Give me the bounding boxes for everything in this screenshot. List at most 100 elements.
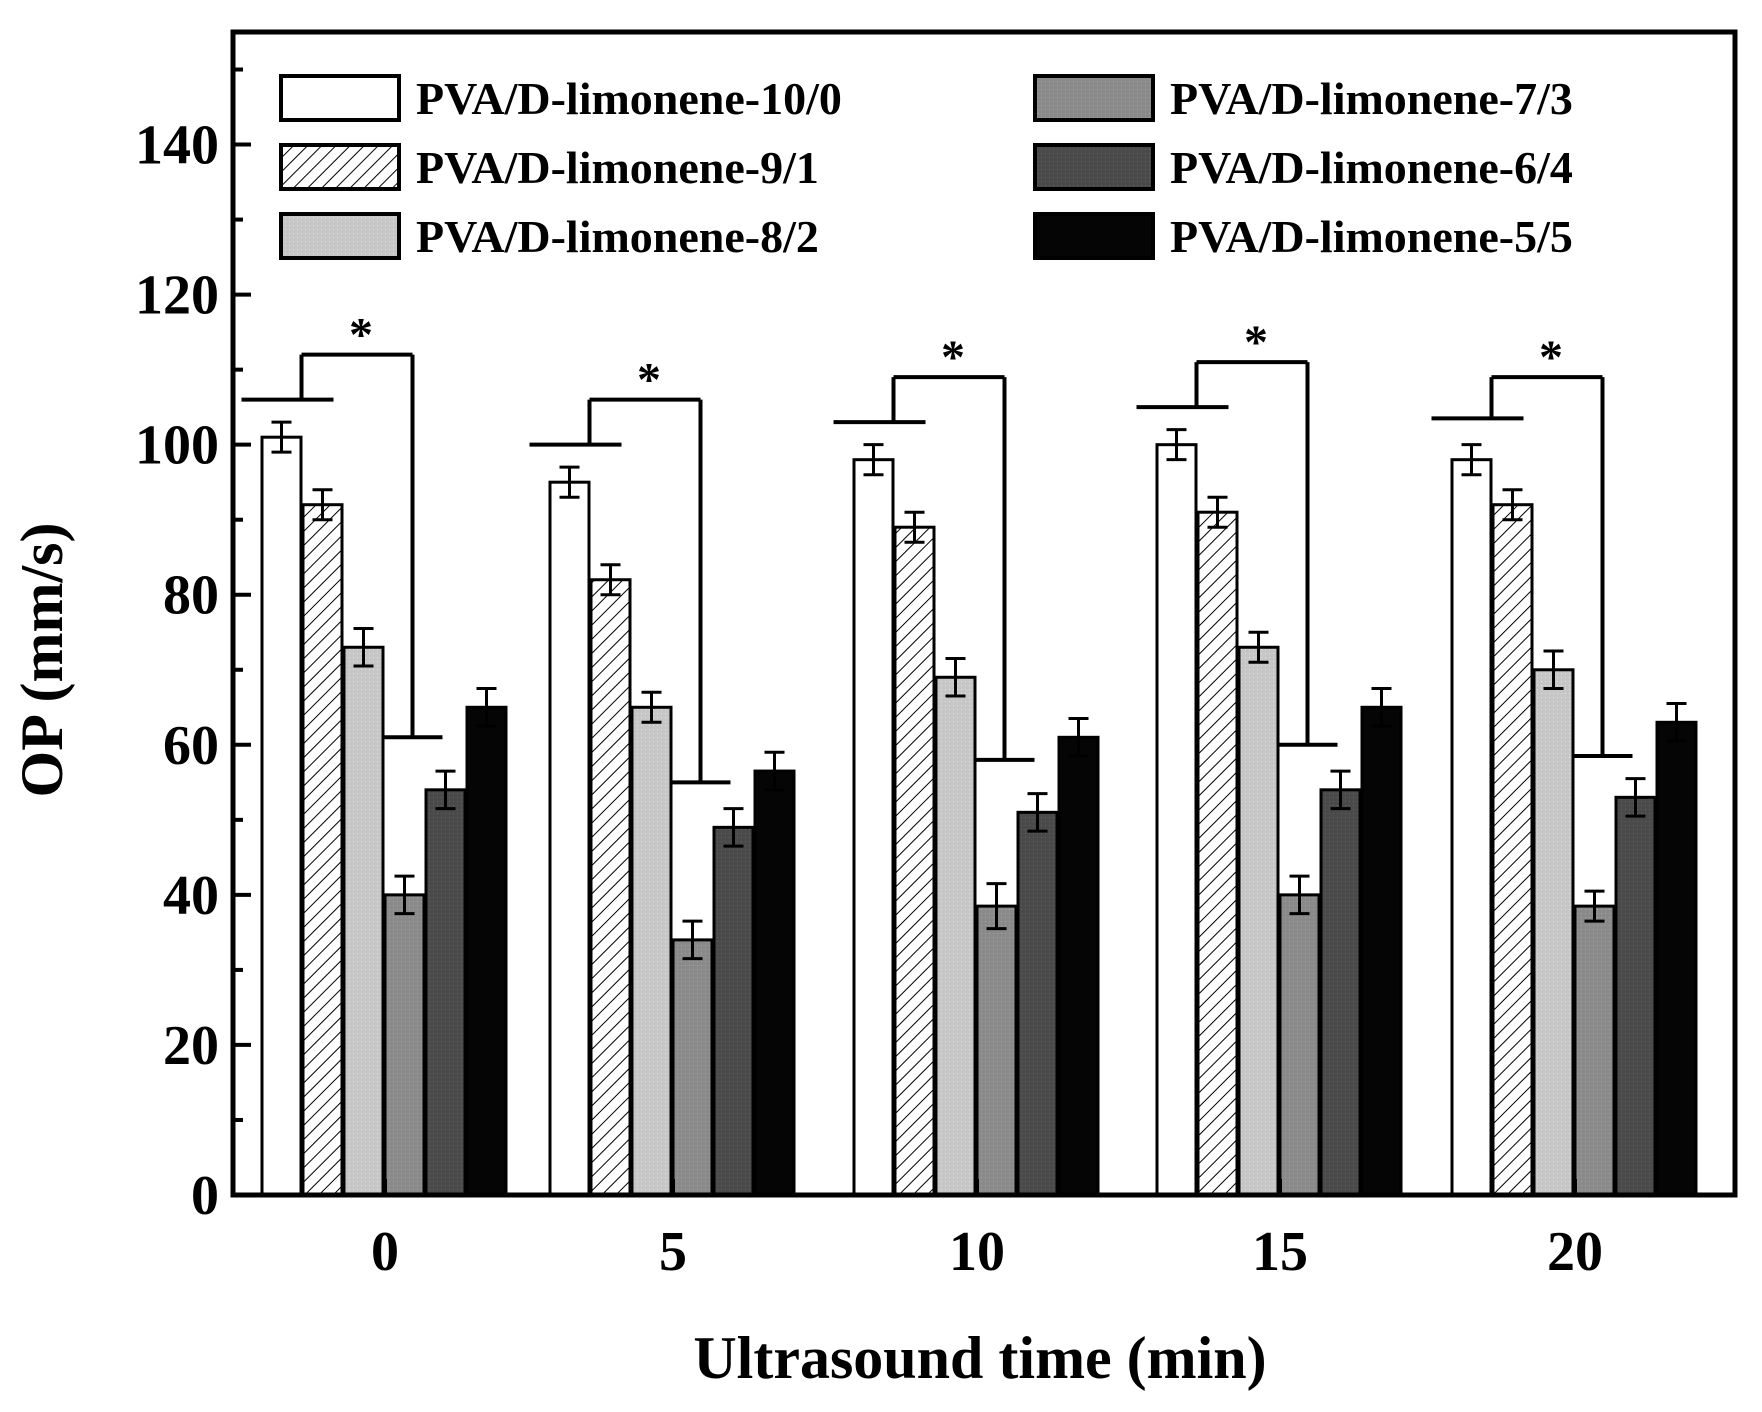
error-bar-5-1 — [764, 750, 785, 792]
bar-5-1 — [753, 769, 796, 1197]
x-tick-label-2: 10 — [949, 1221, 1005, 1283]
legend-swatch — [279, 143, 401, 191]
y-tick-label-1: 20 — [163, 1015, 219, 1077]
y-tick-label-5: 100 — [135, 415, 219, 477]
legend: PVA/D-limonene-10/0 PVA/D-limonene-9/1 PVA… — [279, 73, 1573, 262]
error-bar-5-3 — [1371, 687, 1392, 728]
legend-swatch — [279, 212, 401, 260]
legend-label: PVA/D-limonene-8/2 — [416, 211, 819, 262]
axes: 0 20 40 60 80 100 120 140 0 5 10 15 20 — [135, 29, 1738, 1283]
bar-4-0 — [424, 788, 467, 1197]
error-bar-4-0 — [435, 769, 456, 811]
error-bar-5-0 — [476, 687, 497, 728]
legend-entry-1: PVA/D-limonene-9/1 — [279, 142, 819, 193]
error-bar-1-1 — [600, 563, 621, 597]
bar-2-1 — [630, 705, 673, 1197]
error-bar-2-1 — [641, 690, 662, 724]
error-bar-0-0 — [271, 420, 292, 454]
x-tick-label-1: 5 — [659, 1221, 687, 1283]
bar-2-3 — [1237, 645, 1280, 1197]
bar-1-0 — [301, 503, 344, 1197]
bar-1-3 — [1196, 510, 1239, 1197]
y-axis-title: OP (mm/s) — [9, 523, 75, 798]
legend-label: PVA/D-limonene-7/3 — [1170, 73, 1573, 124]
error-bar-4-4 — [1625, 777, 1646, 818]
error-bar-0-1 — [559, 465, 580, 499]
y-tick-label-7: 140 — [135, 115, 219, 177]
significance-bracket-3: * — [1136, 316, 1338, 747]
y-tick-label-3: 60 — [163, 715, 219, 777]
bar-5-4 — [1655, 720, 1698, 1197]
error-bar-3-1 — [682, 919, 703, 961]
bar-3-0 — [383, 893, 426, 1197]
bar-0-0 — [260, 435, 303, 1197]
legend-entry-0: PVA/D-limonene-10/0 — [279, 73, 842, 124]
significance-star-1: * — [637, 354, 661, 407]
bar-0-2 — [852, 458, 895, 1197]
error-bar-3-0 — [394, 874, 415, 916]
bar-3-1 — [671, 938, 714, 1197]
bar-3-4 — [1573, 904, 1616, 1197]
error-bar-5-2 — [1068, 717, 1089, 758]
error-bar-3-3 — [1289, 874, 1310, 916]
bar-5-3 — [1360, 705, 1403, 1197]
bar-2-2 — [934, 675, 977, 1197]
error-bar-1-3 — [1207, 495, 1228, 529]
error-bar-0-2 — [863, 443, 884, 477]
y-tick-label-4: 80 — [163, 565, 219, 627]
plot-frame — [230, 29, 1738, 1198]
error-bar-0-4 — [1461, 443, 1482, 477]
bar-4-3 — [1319, 788, 1362, 1197]
legend-swatch — [1033, 74, 1155, 122]
legend-swatch — [1033, 143, 1155, 191]
legend-label: PVA/D-limonene-10/0 — [416, 73, 842, 124]
bar-0-3 — [1155, 443, 1198, 1197]
bar-4-2 — [1016, 810, 1059, 1197]
significance-bracket-4: * — [1431, 331, 1633, 759]
error-bar-2-2 — [945, 657, 966, 698]
y-tick-label-6: 120 — [135, 265, 219, 327]
bar-3-3 — [1278, 893, 1321, 1197]
x-tick-label-3: 15 — [1252, 1221, 1308, 1283]
bar-0-4 — [1450, 458, 1493, 1197]
significance-star-3: * — [1244, 316, 1268, 369]
bar-3-2 — [975, 904, 1018, 1197]
error-bar-1-4 — [1502, 488, 1523, 522]
significance-star-4: * — [1539, 331, 1563, 384]
error-bar-4-2 — [1027, 792, 1048, 833]
bar-5-0 — [465, 705, 508, 1197]
error-bar-4-1 — [723, 807, 744, 848]
bar-2-0 — [342, 645, 385, 1197]
bar-4-1 — [712, 825, 755, 1197]
significance-bracket-1: * — [529, 354, 731, 785]
legend-label: PVA/D-limonene-6/4 — [1170, 142, 1573, 193]
bars-layer — [260, 435, 1698, 1197]
legend-entry-2: PVA/D-limonene-8/2 — [279, 211, 819, 262]
error-bar-2-3 — [1248, 630, 1269, 664]
legend-entry-5: PVA/D-limonene-5/5 — [1033, 211, 1573, 262]
error-bar-1-2 — [904, 510, 925, 544]
significance-star-0: * — [349, 309, 373, 362]
bar-1-4 — [1491, 503, 1534, 1197]
legend-entry-4: PVA/D-limonene-6/4 — [1033, 142, 1573, 193]
bar-1-2 — [893, 525, 936, 1197]
legend-label: PVA/D-limonene-9/1 — [416, 142, 819, 193]
error-bar-3-4 — [1584, 889, 1605, 923]
bar-4-4 — [1614, 795, 1657, 1197]
error-bar-1-0 — [312, 488, 333, 522]
error-bar-4-3 — [1330, 769, 1351, 811]
significance-star-2: * — [941, 331, 965, 384]
bar-2-4 — [1532, 668, 1575, 1197]
significance-bracket-2: * — [833, 331, 1035, 762]
legend-entry-3: PVA/D-limonene-7/3 — [1033, 73, 1573, 124]
y-tick-label-2: 40 — [163, 865, 219, 927]
bar-1-1 — [589, 578, 632, 1197]
error-bar-3-2 — [986, 882, 1007, 931]
error-bar-0-3 — [1166, 428, 1187, 462]
significance-layer: * * * * * — [241, 309, 1633, 785]
error-bar-2-4 — [1543, 649, 1564, 691]
x-axis-title: Ultrasound time (min) — [693, 1325, 1266, 1391]
legend-label: PVA/D-limonene-5/5 — [1170, 211, 1573, 262]
